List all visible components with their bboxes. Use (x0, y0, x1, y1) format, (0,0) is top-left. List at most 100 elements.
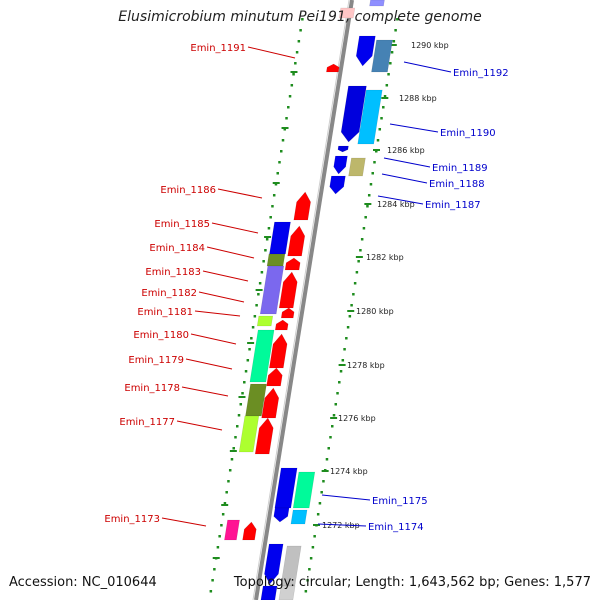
gene-label-left: Emin_1183 (145, 267, 201, 278)
left-ruler-dot (246, 359, 250, 362)
label-connector-right (381, 173, 428, 184)
gene-label-left: Emin_1173 (104, 514, 160, 525)
gene-block (357, 89, 383, 145)
right-ruler-dot (346, 326, 350, 329)
gene-label-left: Emin_1181 (137, 307, 193, 318)
right-ruler-dot (394, 29, 397, 32)
label-connector-left (217, 188, 263, 199)
left-ruler-dot (292, 73, 295, 76)
left-ruler-dot (301, 18, 304, 21)
tick-label: 1288 kbp (399, 94, 437, 103)
left-ruler-dot (218, 535, 221, 538)
left-ruler-dot (243, 381, 246, 384)
gene-block (292, 471, 316, 509)
right-ruler-dot (373, 161, 376, 164)
left-ruler-dot (258, 282, 262, 285)
gene-label-left: Emin_1178 (124, 383, 180, 394)
left-ruler-dot (283, 128, 287, 131)
left-ruler-dot (278, 161, 281, 164)
right-ruler-dot (316, 513, 320, 516)
gene-block (278, 585, 296, 600)
gene-block (259, 265, 285, 315)
right-ruler-dot (329, 436, 332, 439)
gene-arrow (337, 145, 349, 153)
gene-block (348, 157, 366, 177)
tick-label: 1278 kbp (347, 361, 385, 370)
right-ruler-dot (357, 260, 360, 263)
gene-label-right: Emin_1188 (429, 179, 485, 190)
label-connector-left (185, 358, 233, 370)
gene-arrow (266, 367, 283, 387)
right-ruler-dot (362, 227, 366, 230)
gene-block (260, 585, 278, 600)
right-ruler-dot (311, 546, 315, 549)
right-ruler-dot (367, 194, 371, 197)
gene-block (266, 253, 286, 267)
left-ruler-dot (234, 436, 237, 439)
right-ruler-dot (338, 381, 341, 384)
label-connector-right (377, 195, 424, 205)
right-ruler-dot (318, 502, 322, 505)
left-ruler-dot (257, 293, 260, 296)
right-ruler-dot (345, 337, 348, 340)
left-ruler-dot (253, 315, 257, 318)
left-ruler-dot (255, 304, 258, 307)
right-ruler-dot (376, 139, 380, 142)
map-title: Elusimicrobium minutum Pei191, complete … (118, 9, 482, 25)
left-ruler-dot (236, 425, 239, 428)
label-connector-right (389, 123, 439, 133)
right-ruler-dot (382, 106, 385, 109)
label-connector-left (176, 420, 223, 431)
gene-block (245, 383, 267, 417)
gene-label-right: Emin_1187 (425, 200, 481, 211)
left-ruler-dot (276, 172, 279, 175)
right-ruler-dot (313, 535, 316, 538)
label-connector-left (190, 333, 237, 345)
label-connector-left (161, 517, 207, 527)
tick-label: 1286 kbp (387, 146, 425, 155)
gene-block (256, 315, 274, 327)
gene-arrow (274, 319, 289, 331)
right-ruler-dot (304, 590, 308, 593)
left-ruler-dot (227, 480, 230, 483)
gene-block (338, 7, 356, 19)
gene-label-left: Emin_1184 (149, 243, 205, 254)
right-ruler-dot (350, 304, 353, 307)
right-ruler-dot (392, 40, 396, 43)
gene-arrow (287, 225, 306, 257)
gene-label-right: Emin_1192 (453, 68, 509, 79)
label-connector-left (211, 222, 259, 234)
gene-arrow (326, 63, 340, 73)
right-ruler-dot (306, 579, 309, 582)
left-ruler-dot (211, 579, 214, 582)
right-ruler-dot (375, 150, 378, 153)
left-ruler-dot (248, 348, 251, 351)
left-ruler-dot (267, 227, 271, 230)
left-ruler-dot (281, 139, 285, 142)
left-ruler-dot (297, 40, 301, 43)
right-ruler-dot (334, 403, 338, 406)
accession-text: Accession: NC_010644 (9, 575, 157, 590)
label-connector-left (206, 246, 255, 259)
tick-label: 1282 kbp (366, 253, 404, 262)
tick-label: 1272 kbp (322, 521, 360, 530)
gene-arrow (333, 155, 348, 175)
right-ruler-dot (309, 557, 313, 560)
tick-label: 1274 kbp (330, 467, 368, 476)
backbone-line (254, 0, 354, 600)
left-ruler-dot (294, 62, 297, 65)
gene-arrow (242, 521, 257, 541)
right-ruler-dot (364, 216, 367, 219)
left-ruler-dot (213, 568, 216, 571)
gene-arrow (254, 417, 274, 455)
gene-label-left: Emin_1186 (160, 185, 216, 196)
label-connector-left (202, 270, 249, 282)
left-ruler-dot (239, 403, 243, 406)
left-ruler-dot (244, 370, 248, 373)
gene-label-right: Emin_1190 (440, 128, 496, 139)
right-ruler-dot (359, 249, 362, 252)
right-ruler-dot (385, 84, 389, 87)
gene-label-left: Emin_1177 (119, 417, 175, 428)
label-connector-right (383, 157, 431, 168)
gene-arrow (329, 175, 346, 195)
